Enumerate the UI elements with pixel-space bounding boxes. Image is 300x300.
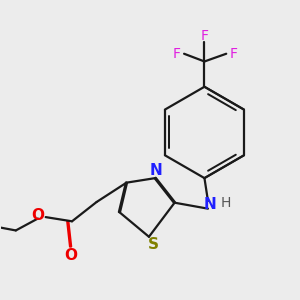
Text: O: O bbox=[64, 248, 77, 263]
Text: N: N bbox=[203, 197, 216, 212]
Text: S: S bbox=[148, 237, 159, 252]
Text: N: N bbox=[150, 163, 162, 178]
Text: O: O bbox=[32, 208, 44, 223]
Text: F: F bbox=[229, 47, 237, 61]
Text: F: F bbox=[200, 29, 208, 43]
Text: F: F bbox=[173, 47, 181, 61]
Text: H: H bbox=[220, 196, 231, 210]
